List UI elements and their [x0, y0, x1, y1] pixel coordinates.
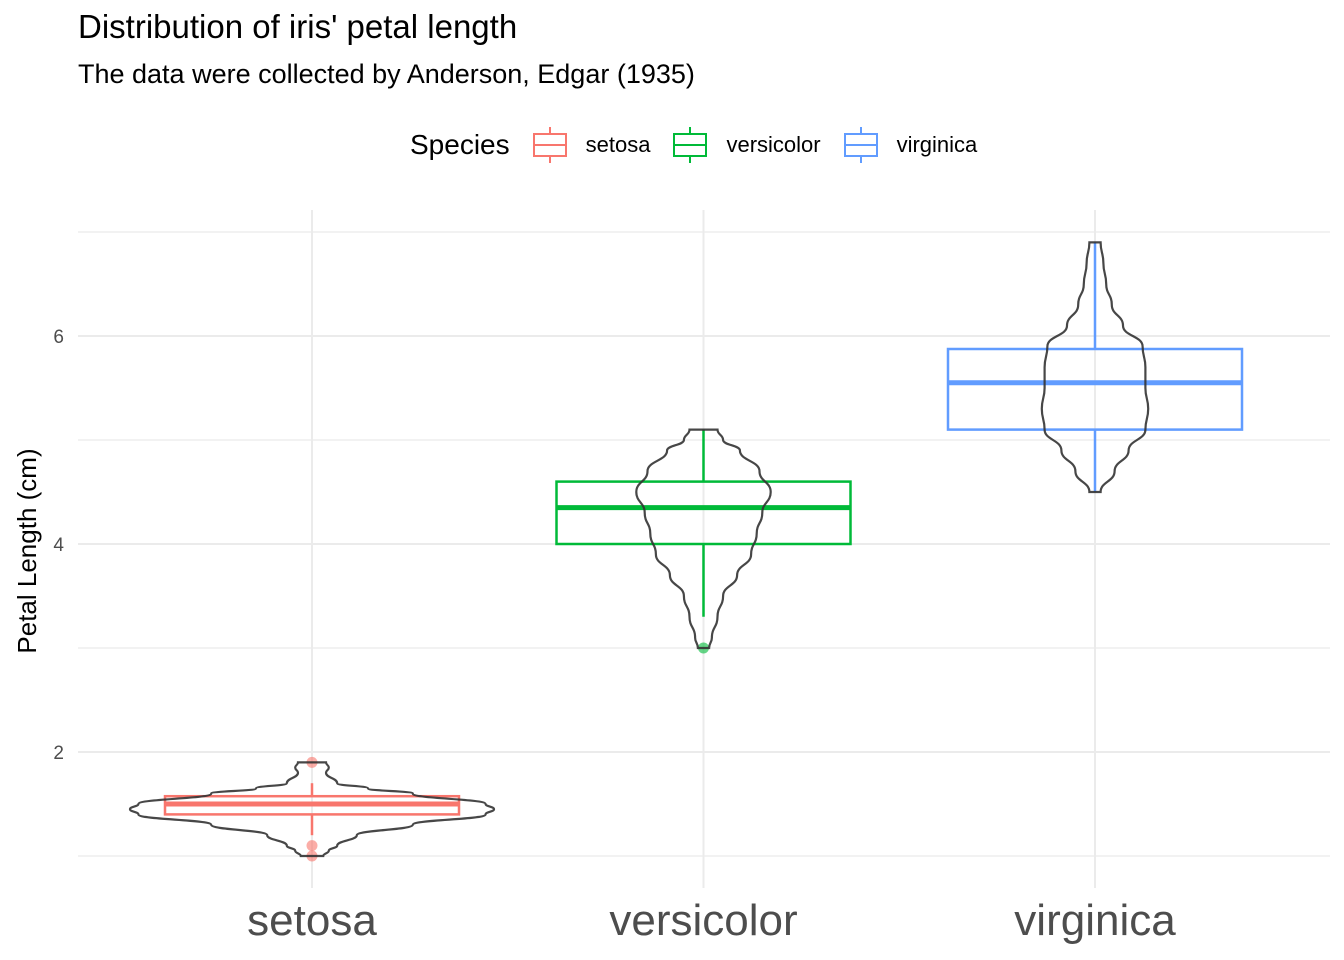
box: [555, 480, 852, 546]
series-setosa: [128, 756, 496, 862]
legend-item-setosa: setosa: [530, 125, 651, 165]
legend-title: Species: [410, 129, 510, 160]
x-tick-label: versicolor: [609, 896, 797, 945]
x-tick-label: virginica: [1014, 896, 1176, 945]
series-versicolor: [555, 428, 852, 654]
y-tick-label: 4: [53, 535, 64, 556]
legend-item-virginica: virginica: [841, 125, 978, 165]
legend-key-versicolor: [673, 127, 708, 163]
y-tick-label: 2: [53, 743, 64, 764]
x-tick-label: setosa: [247, 896, 377, 945]
violin: [635, 428, 772, 650]
axes: 2 4 6 setosa versicolor virginica: [53, 327, 1176, 945]
violin: [1040, 241, 1150, 494]
legend-label-versicolor: versicolor: [726, 132, 821, 157]
legend: Species setosa versicolor virginica: [410, 124, 997, 166]
legend-label-setosa: setosa: [585, 132, 651, 157]
legend-label-virginica: virginica: [896, 132, 978, 157]
y-axis-title: Petal Length (cm): [12, 448, 42, 653]
legend-item-versicolor: versicolor: [670, 125, 821, 165]
chart-marks: [128, 241, 1244, 862]
chart-subtitle: The data were collected by Anderson, Edg…: [78, 59, 695, 89]
legend-key-setosa: [532, 127, 567, 163]
series-virginica: [946, 241, 1244, 494]
violin: [128, 761, 496, 858]
legend-key-virginica: [843, 127, 878, 163]
chart-title: Distribution of iris' petal length: [78, 8, 518, 45]
box: [946, 347, 1244, 431]
y-tick-label: 6: [53, 327, 64, 348]
outlier-point: [306, 840, 318, 852]
